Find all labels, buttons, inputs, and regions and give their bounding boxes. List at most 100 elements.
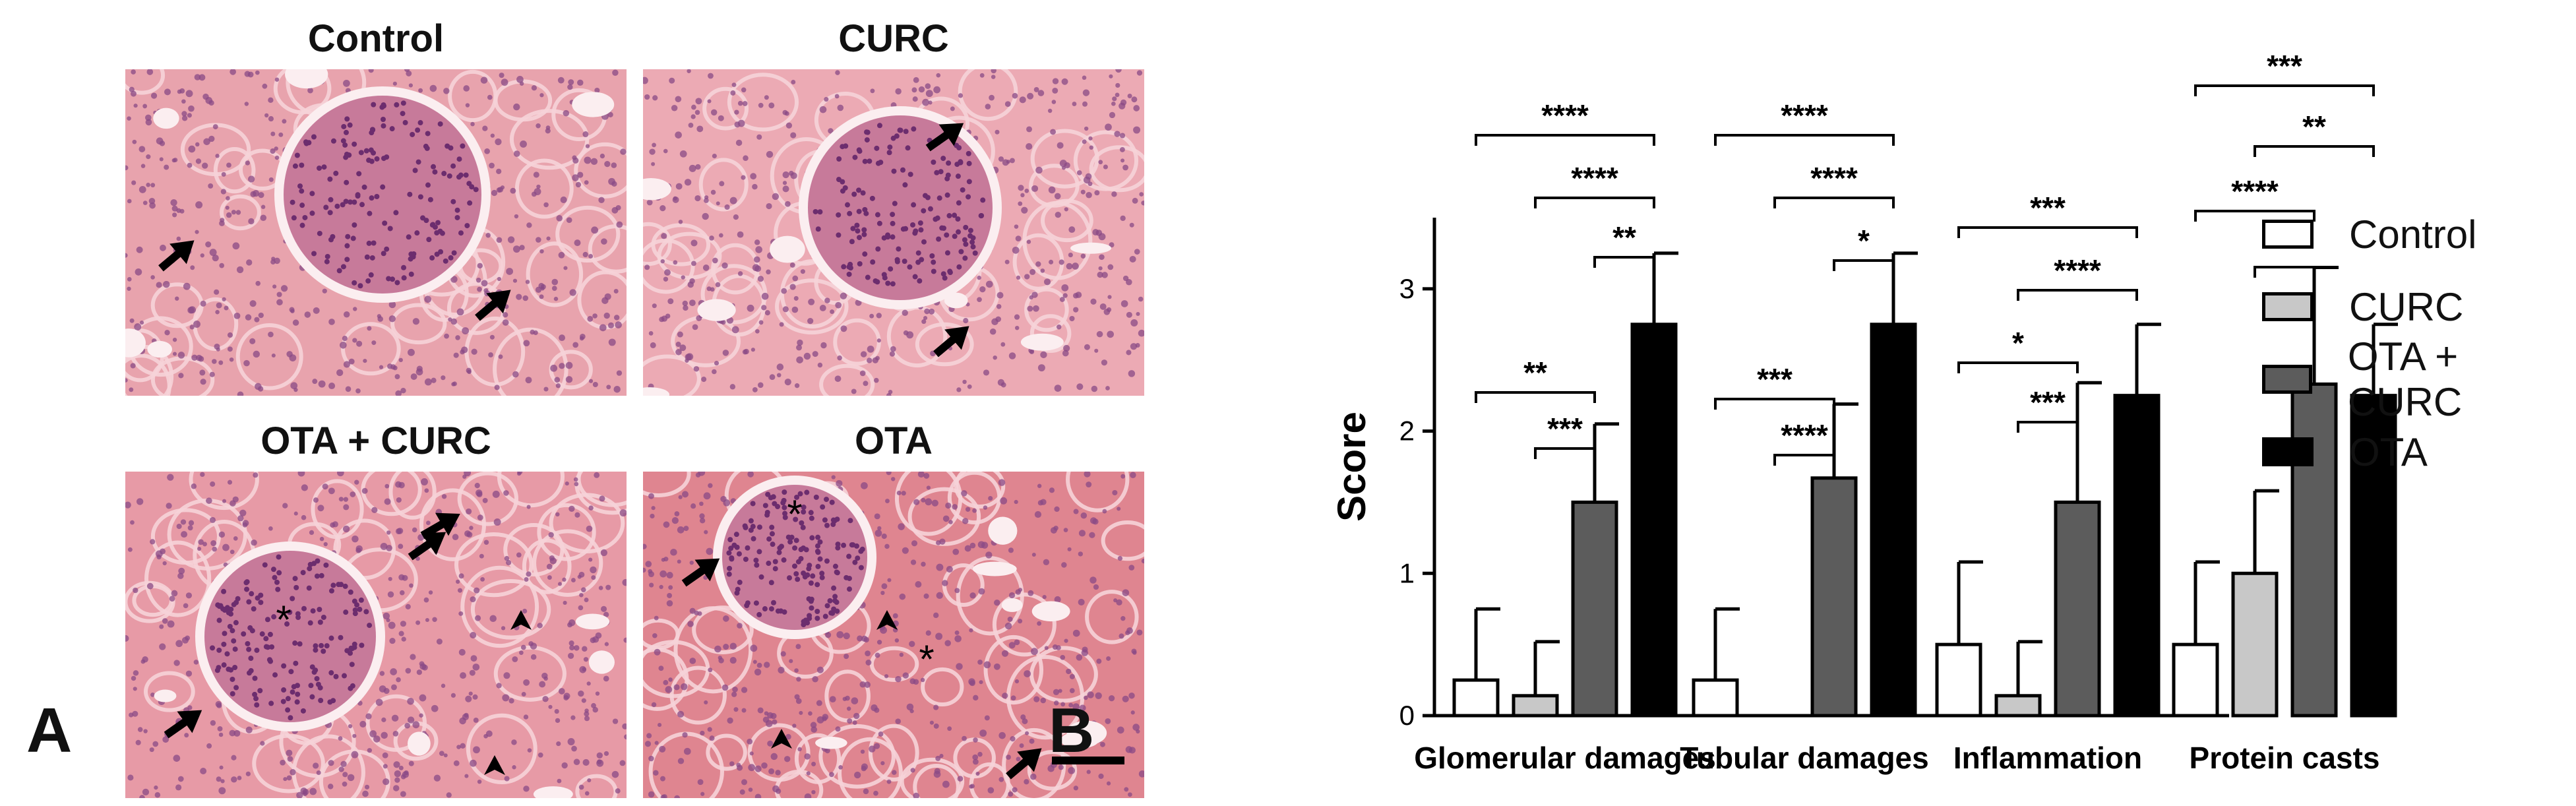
nucleus-dot <box>574 645 580 651</box>
lumen-space <box>770 235 805 263</box>
nucleus-dot <box>245 726 253 733</box>
glomerular-nucleus <box>885 280 891 286</box>
glomerular-nucleus <box>318 698 324 704</box>
nucleus-dot <box>220 218 225 223</box>
glomerular-nucleus <box>324 259 330 264</box>
nucleus-dot <box>780 651 786 657</box>
glomerular-nucleus <box>834 608 840 614</box>
nucleus-dot <box>530 329 535 335</box>
glomerular-nucleus <box>890 212 896 218</box>
glomerular-nucleus <box>368 272 374 278</box>
nucleus-dot <box>368 69 374 73</box>
bar <box>2172 642 2219 718</box>
nucleus-dot <box>969 592 976 599</box>
nucleus-dot <box>271 353 276 358</box>
glomerular-nucleus <box>317 165 322 171</box>
tubule-lumen <box>220 194 261 231</box>
nucleus-dot <box>470 759 477 767</box>
nucleus-dot <box>464 530 471 537</box>
nucleus-dot <box>733 214 739 220</box>
nucleus-dot <box>616 221 623 228</box>
glomerular-nucleus <box>467 200 473 206</box>
nucleus-dot <box>237 776 242 780</box>
glomerular-nucleus <box>728 545 734 551</box>
glomerular-nucleus <box>726 550 732 556</box>
glomerular-nucleus <box>863 210 869 216</box>
nucleus-dot <box>648 493 654 499</box>
nucleus-dot <box>451 382 456 387</box>
bar <box>1512 694 1559 718</box>
nucleus-dot <box>219 263 225 268</box>
nucleus-dot <box>942 780 950 788</box>
nucleus-dot <box>683 305 689 311</box>
nucleus-dot <box>1098 266 1103 270</box>
nucleus-dot <box>355 388 361 394</box>
nucleus-dot <box>1128 370 1136 377</box>
significance-bracket <box>1593 256 1655 268</box>
lumen-space <box>643 387 670 396</box>
glomerular-nucleus <box>343 129 349 135</box>
glomerular-nucleus <box>272 672 278 678</box>
nucleus-dot <box>527 748 532 753</box>
glomerular-nucleus <box>869 195 875 201</box>
nucleus-dot <box>1030 648 1038 656</box>
nucleus-dot <box>144 114 152 121</box>
nucleus-dot <box>404 69 410 73</box>
nucleus-dot <box>757 707 764 714</box>
nucleus-dot <box>799 710 803 715</box>
glomerular-nucleus <box>846 586 852 592</box>
glomerular-nucleus <box>456 174 462 180</box>
glomerular-nucleus <box>778 543 784 549</box>
nucleus-dot <box>458 648 466 656</box>
nucleus-dot <box>909 640 915 648</box>
nucleus-dot <box>681 275 685 280</box>
significance-label: **** <box>2054 253 2101 288</box>
nucleus-dot <box>747 738 753 745</box>
nucleus-dot <box>226 162 231 168</box>
nucleus-dot <box>1089 532 1095 538</box>
nucleus-dot <box>229 357 234 362</box>
glomerular-nucleus <box>231 638 237 644</box>
nucleus-dot <box>985 551 993 559</box>
micro-title-ota-curc: OTA + CURC <box>261 419 491 462</box>
glomerular-nucleus <box>940 225 946 231</box>
nucleus-dot <box>156 282 162 288</box>
nucleus-dot <box>439 751 445 757</box>
nucleus-dot <box>533 171 539 178</box>
glomerular-nucleus <box>980 197 986 203</box>
nucleus-dot <box>567 737 575 745</box>
glomerular-nucleus <box>806 596 812 602</box>
nucleus-dot <box>270 259 276 265</box>
glomerular-nucleus <box>956 264 962 270</box>
nucleus-dot <box>530 654 537 660</box>
nucleus-dot <box>1094 348 1099 353</box>
nucleus-dot <box>230 69 236 75</box>
nucleus-dot <box>673 260 678 265</box>
glomerular-nucleus <box>255 595 261 601</box>
glomerular-nucleus <box>292 576 298 582</box>
nucleus-dot <box>170 199 177 206</box>
glomerular-nucleus <box>323 204 329 210</box>
nucleus-dot <box>412 721 420 729</box>
nucleus-dot <box>283 777 288 782</box>
nucleus-dot <box>292 319 299 326</box>
glomerular-nucleus <box>344 243 350 249</box>
nucleus-dot <box>503 312 508 318</box>
nucleus-dot <box>708 667 713 673</box>
lumen-space <box>815 737 847 749</box>
glomerular-nucleus <box>400 111 406 117</box>
nucleus-dot <box>776 363 784 371</box>
glomerular-nucleus <box>284 621 290 627</box>
nucleus-dot <box>199 369 206 376</box>
glomerulus <box>284 96 481 294</box>
glomerular-nucleus <box>233 620 239 626</box>
glomerular-nucleus <box>954 142 960 148</box>
glomerular-nucleus <box>944 192 950 198</box>
glomerular-nucleus <box>856 187 862 193</box>
nucleus-dot <box>531 85 537 91</box>
tubule-lumen <box>493 327 568 396</box>
nucleus-dot <box>652 95 658 101</box>
nucleus-dot <box>671 104 678 111</box>
nucleus-dot <box>522 608 528 614</box>
nucleus-dot <box>890 477 896 481</box>
